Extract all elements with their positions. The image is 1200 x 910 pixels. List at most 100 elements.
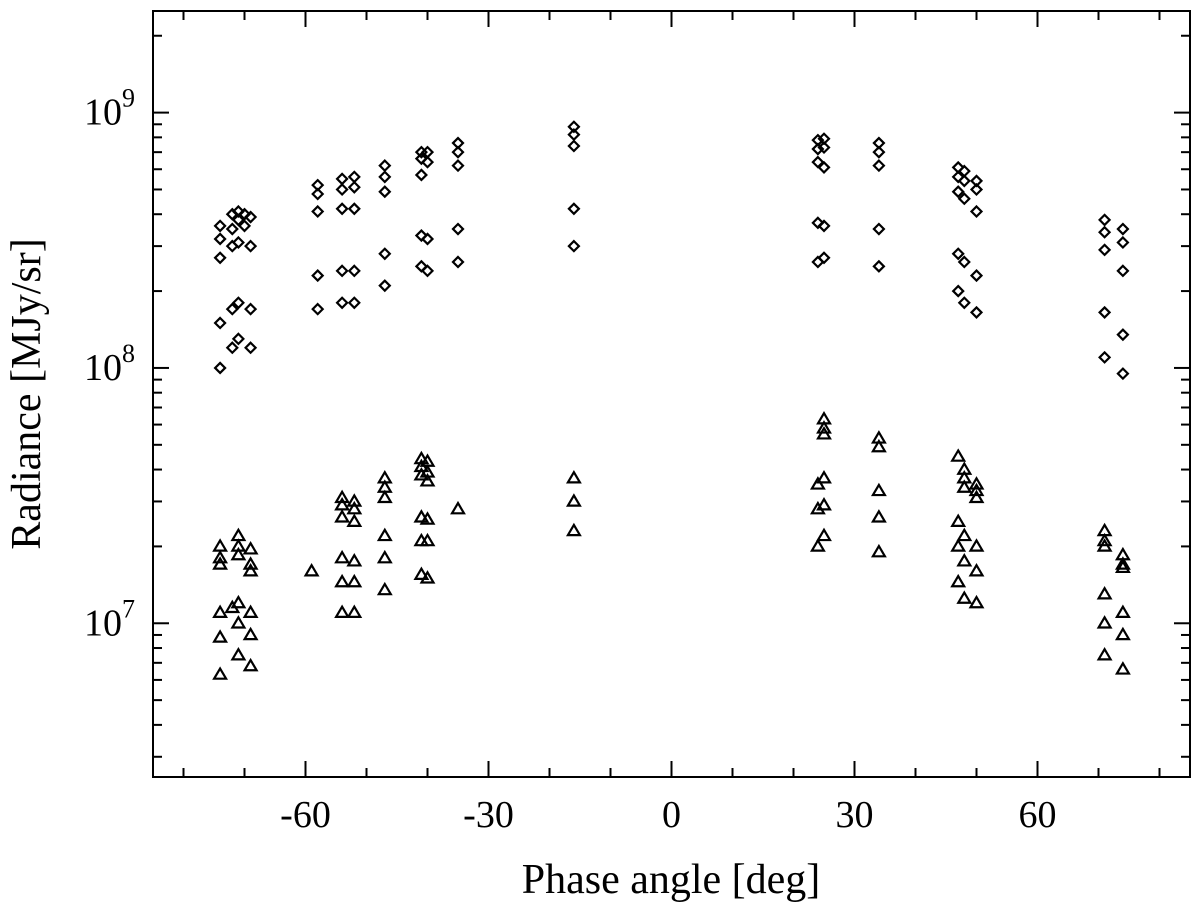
triangle-point (242, 626, 259, 641)
triangle-point (419, 511, 436, 525)
diamond-point (414, 168, 428, 182)
diamond-point (335, 202, 349, 216)
diamond-point (311, 269, 325, 283)
triangle-point (242, 604, 259, 619)
triangle-point (816, 527, 832, 542)
diamond-point (817, 140, 831, 155)
diamond-point (957, 192, 971, 206)
x-axis-label: Phase angle [deg] (522, 857, 821, 903)
diamond-point (414, 228, 428, 243)
diamond-point (567, 120, 581, 134)
diamond-point (1098, 225, 1112, 239)
diamond-point (335, 172, 349, 186)
diamond-point (817, 219, 831, 233)
x-tick-label: -30 (463, 794, 514, 836)
x-tick-label: -60 (280, 794, 331, 836)
triangle-point (334, 549, 351, 564)
triangle-point (212, 666, 229, 680)
diamond-point (244, 302, 258, 316)
triangle-point (334, 509, 351, 523)
triangle-point (376, 527, 393, 542)
diamond-point (872, 145, 886, 159)
diamond-point (1116, 264, 1130, 278)
diamond-point (347, 264, 361, 278)
triangle-point (1114, 661, 1131, 675)
diamond-point (951, 185, 965, 199)
triangle-point (1096, 615, 1113, 629)
diamond-point (237, 219, 252, 233)
triangle-point (230, 615, 247, 629)
diamond-point (872, 222, 886, 236)
diamond-point (969, 269, 984, 283)
triangle-point (413, 566, 430, 580)
triangle-point (870, 543, 887, 558)
triangle-point (242, 657, 259, 672)
y-tick-label: 108 (84, 339, 135, 389)
diamond-point (420, 155, 435, 169)
triangle-point (956, 479, 973, 493)
triangle-point (956, 590, 973, 604)
triangle-point (242, 541, 259, 555)
diamond-point (414, 152, 428, 166)
diamond-point (451, 255, 465, 269)
diamond-point (347, 170, 361, 184)
diamond-point (244, 210, 258, 224)
diamond-point (957, 174, 971, 188)
plot-frame (152, 10, 1191, 778)
triangle-point (450, 500, 466, 515)
triangle-point (230, 546, 247, 561)
triangle-point (870, 438, 887, 453)
triangle-point (565, 470, 582, 484)
triangle-point (346, 573, 363, 588)
triangle-point (346, 513, 363, 527)
triangle-point (1114, 559, 1131, 574)
diamond-point (969, 305, 984, 319)
diamond-point (347, 296, 361, 310)
x-tick-label: 0 (662, 794, 681, 836)
triangle-point (346, 493, 363, 507)
triangle-point (968, 489, 985, 504)
triangle-point (816, 420, 832, 434)
diamond-point (225, 222, 239, 236)
triangle-point (950, 513, 967, 527)
diamond-point (1116, 328, 1130, 342)
diamond-point (957, 255, 971, 269)
diamond-point (225, 302, 239, 316)
triangle-point (968, 482, 985, 497)
triangle-point (334, 604, 351, 619)
triangle-point (346, 604, 363, 619)
diamond-point (1098, 243, 1112, 257)
triangle-point (950, 448, 967, 462)
triangle-point (956, 553, 973, 567)
triangle-point (230, 647, 247, 661)
tick-labels: -60 -30 0 30 60 107 108 109 (84, 84, 1057, 836)
triangle-point (212, 629, 229, 643)
diamond-point (451, 222, 465, 236)
diamond-point (420, 232, 435, 246)
triangle-point (419, 532, 436, 547)
triangle-point (230, 594, 247, 609)
diamond-point (567, 239, 581, 253)
triangle-point (870, 509, 887, 523)
triangle-point (809, 538, 826, 552)
diamond-point (378, 247, 392, 261)
diamond-point (335, 182, 349, 197)
diamond-point (213, 232, 227, 246)
diamond-point (811, 216, 825, 230)
diamond-point (1116, 235, 1130, 250)
diamond-point (378, 159, 392, 173)
triangle-point (1114, 604, 1131, 619)
diamond-point (872, 259, 886, 273)
diamond-point (1098, 350, 1112, 364)
diamond-point (213, 316, 227, 330)
diamond-point (378, 170, 392, 184)
triangle-point (376, 549, 393, 564)
diamond-point (817, 251, 831, 265)
triangle-point (303, 562, 320, 577)
triangle-point (242, 562, 259, 577)
diamond-point (231, 296, 245, 310)
triangle-point (212, 538, 229, 552)
triangle-point (334, 489, 351, 504)
triangle-point (968, 562, 985, 577)
